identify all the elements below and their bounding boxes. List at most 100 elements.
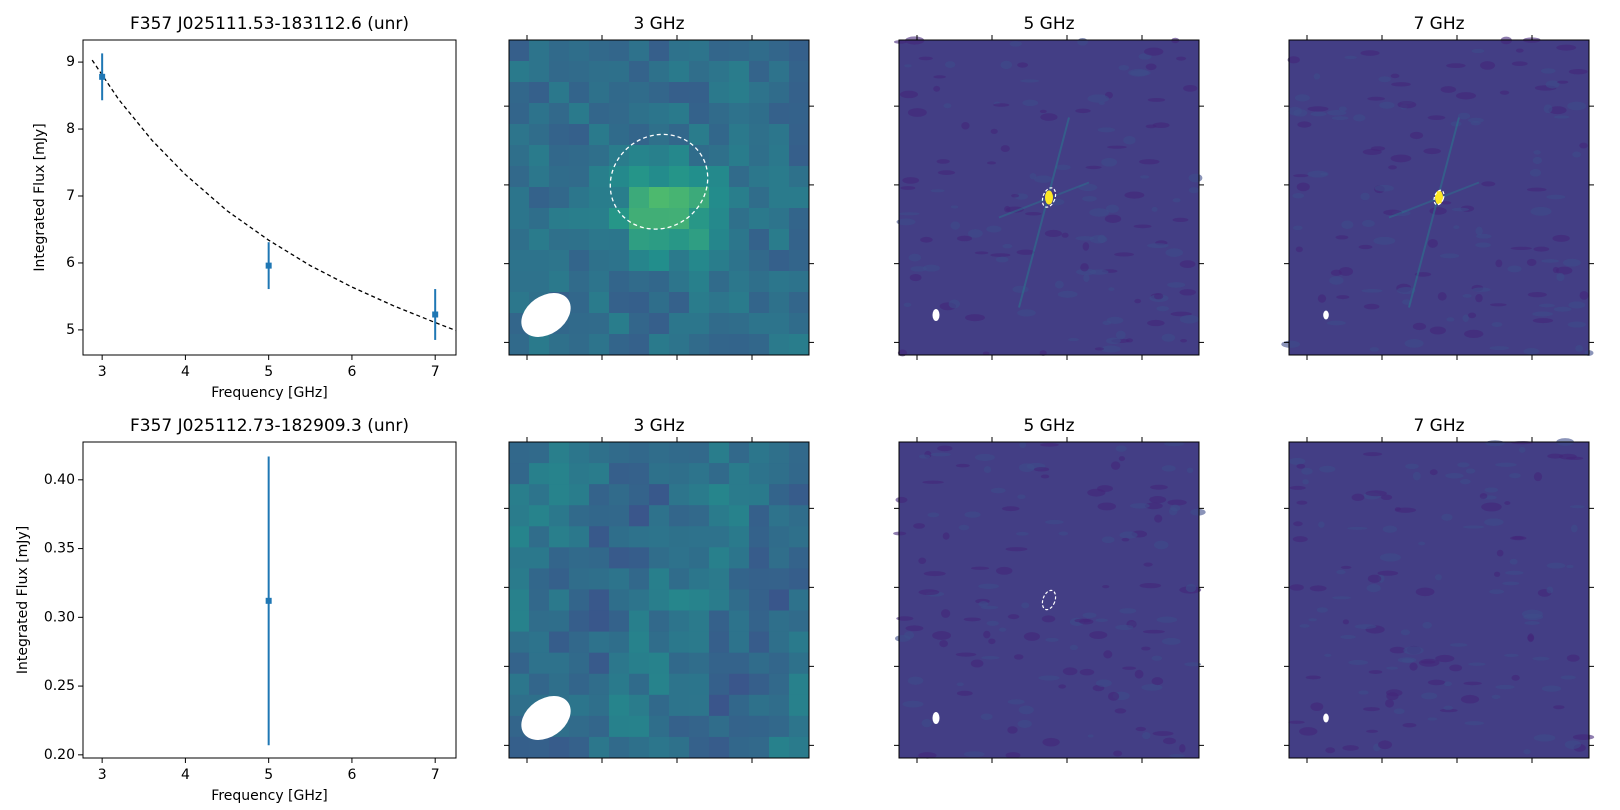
noise [1152,731,1174,736]
noise [1002,243,1013,249]
pixel [689,334,710,356]
noise [1021,602,1030,609]
pixel [569,103,590,125]
noise [956,235,973,242]
pixel [789,208,810,230]
pixel [589,145,610,167]
pixel [609,271,630,293]
noise [1142,629,1165,634]
noise [963,617,981,622]
noise [1054,280,1064,289]
x-tick-label: 6 [347,364,356,380]
data-point [432,311,439,318]
x-tick-label: 5 [264,364,273,380]
pixel [709,442,730,464]
pixel [529,334,550,356]
pixel [649,103,670,125]
pixel [509,103,530,125]
pixel [789,673,810,696]
pixel [509,166,530,188]
pixel [609,526,630,548]
artifact [1388,181,1480,219]
noise [1460,694,1480,704]
noise [1396,287,1416,295]
noise [1325,747,1336,754]
data-point [265,262,272,269]
pixel [689,82,710,104]
pixel [589,589,610,612]
pixel [549,652,570,675]
noise [1296,463,1306,469]
noise [1572,151,1582,158]
pixel [669,673,690,696]
noise [1530,206,1552,216]
noise [1429,207,1447,215]
pixel [689,652,710,675]
noise [1042,737,1060,747]
pixel [689,547,710,569]
noise [1449,643,1468,647]
noise [1302,479,1309,485]
pixel [629,334,650,356]
noise [1119,608,1137,614]
pixel [729,484,750,506]
noise [1361,288,1383,293]
noise [1069,644,1079,651]
noise [1101,157,1118,167]
noise [1493,571,1501,577]
noise [1557,80,1569,84]
noise [1151,677,1164,686]
pixel [789,652,810,675]
pixel [569,124,590,146]
noise [936,159,950,164]
noise [1118,456,1126,462]
pixel [569,271,590,293]
noise [1151,206,1158,212]
noise [939,640,948,648]
noise [895,496,908,503]
pixel [709,103,730,125]
axes-frame [508,39,810,356]
pixel [649,40,670,62]
beam [932,309,940,321]
noise [1040,442,1059,447]
noise [1139,159,1160,165]
noise [913,523,925,529]
pixel [589,568,610,590]
noise [1319,465,1336,473]
pixel [629,736,650,759]
noise [1331,116,1349,121]
noise [1307,170,1329,178]
pixel [729,103,750,125]
pixel [729,292,750,314]
noise [1533,150,1541,155]
pixel [629,40,650,62]
pixel [569,442,590,464]
pixel [629,250,650,272]
pixel [729,568,750,590]
pixel [689,271,710,293]
y-axis-label: Integrated Flux [mJy] [32,123,48,271]
noise [1533,472,1543,482]
noise [1001,506,1020,512]
pixel [689,250,710,272]
noise [1556,272,1565,282]
noise [1475,293,1483,303]
pixel [789,103,810,125]
pixel [589,166,610,188]
noise [1368,670,1383,674]
noise [1353,114,1366,122]
pixel [649,568,670,590]
pixel [749,442,770,464]
noise [1523,348,1540,355]
pixel [529,40,550,62]
noise [986,161,997,165]
pixel [609,313,630,335]
noise [1308,618,1317,622]
pixel [549,208,570,230]
noise [988,638,996,645]
noise [1293,521,1303,527]
x-tick-label: 7 [431,767,440,783]
pixel [749,547,770,569]
noise [1124,191,1145,199]
